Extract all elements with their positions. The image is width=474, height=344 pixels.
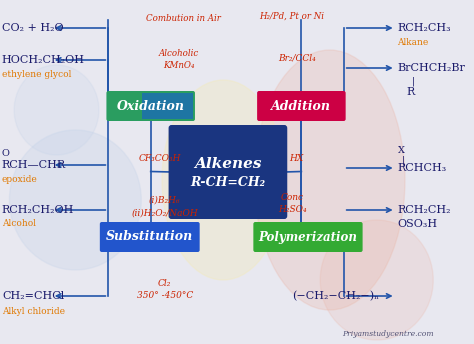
Text: (ii)H₂O₂/NaOH: (ii)H₂O₂/NaOH	[131, 208, 198, 217]
Text: Combution in Air: Combution in Air	[146, 13, 221, 22]
Text: RCH₂CH₂: RCH₂CH₂	[398, 205, 451, 215]
Text: R: R	[407, 87, 415, 97]
Text: Alkenes: Alkenes	[194, 157, 262, 171]
Text: Conc: Conc	[281, 193, 303, 203]
Text: |: |	[411, 76, 415, 86]
Text: R-CH=CH₂: R-CH=CH₂	[191, 175, 265, 189]
Text: |: |	[402, 155, 405, 165]
Text: HOCH₂CH₂OH: HOCH₂CH₂OH	[2, 55, 85, 65]
Text: Cl₂: Cl₂	[158, 279, 172, 288]
Text: RCH—CHR: RCH—CHR	[2, 160, 66, 170]
Text: KMnO₄: KMnO₄	[163, 61, 195, 69]
Text: Alcoholic: Alcoholic	[159, 49, 199, 57]
Text: Substitution: Substitution	[106, 230, 193, 244]
Text: Br₂/CCl₄: Br₂/CCl₄	[278, 54, 316, 63]
Text: O: O	[2, 149, 10, 158]
Text: Alcohol: Alcohol	[2, 219, 36, 228]
Text: CF₃CO₃H: CF₃CO₃H	[139, 153, 182, 162]
Text: ethylene glycol: ethylene glycol	[2, 69, 71, 78]
FancyBboxPatch shape	[257, 91, 346, 121]
Text: RCH₂CH₃: RCH₂CH₃	[398, 23, 451, 33]
Text: RCH₂CH₂OH: RCH₂CH₂OH	[2, 205, 74, 215]
Text: HX: HX	[290, 153, 304, 162]
FancyBboxPatch shape	[253, 222, 363, 252]
FancyBboxPatch shape	[169, 125, 287, 219]
Text: CO₂ + H₂O: CO₂ + H₂O	[2, 23, 64, 33]
Text: OSO₃H: OSO₃H	[398, 219, 438, 229]
FancyBboxPatch shape	[107, 91, 195, 121]
Text: (i)B₂H₆: (i)B₂H₆	[149, 195, 181, 204]
Circle shape	[320, 220, 433, 340]
Text: BrCHCH₂Br: BrCHCH₂Br	[398, 63, 465, 73]
Text: H₂/Pd, Pt or Ni: H₂/Pd, Pt or Ni	[259, 11, 325, 21]
Text: RCHCH₃: RCHCH₃	[398, 163, 447, 173]
Text: Oxidation: Oxidation	[117, 99, 185, 112]
Ellipse shape	[162, 80, 284, 280]
Text: X: X	[398, 146, 404, 154]
FancyBboxPatch shape	[142, 93, 193, 119]
Text: CH₂=CHCl: CH₂=CHCl	[2, 291, 64, 301]
Circle shape	[9, 130, 141, 270]
Ellipse shape	[254, 50, 405, 310]
Text: H₂SO₄: H₂SO₄	[278, 205, 306, 215]
Text: 350° -450°C: 350° -450°C	[137, 291, 193, 301]
Text: Alkyl chloride: Alkyl chloride	[2, 307, 65, 315]
Text: Priyamstudycentre.com: Priyamstudycentre.com	[342, 330, 433, 338]
Text: Addition: Addition	[272, 99, 331, 112]
FancyBboxPatch shape	[100, 222, 200, 252]
Text: epoxide: epoxide	[2, 174, 37, 183]
Circle shape	[14, 65, 99, 155]
Text: Polymerization: Polymerization	[258, 230, 357, 244]
Text: (−CH₂−CH₂−)ₙ: (−CH₂−CH₂−)ₙ	[292, 291, 379, 301]
Text: Alkane: Alkane	[398, 37, 428, 46]
